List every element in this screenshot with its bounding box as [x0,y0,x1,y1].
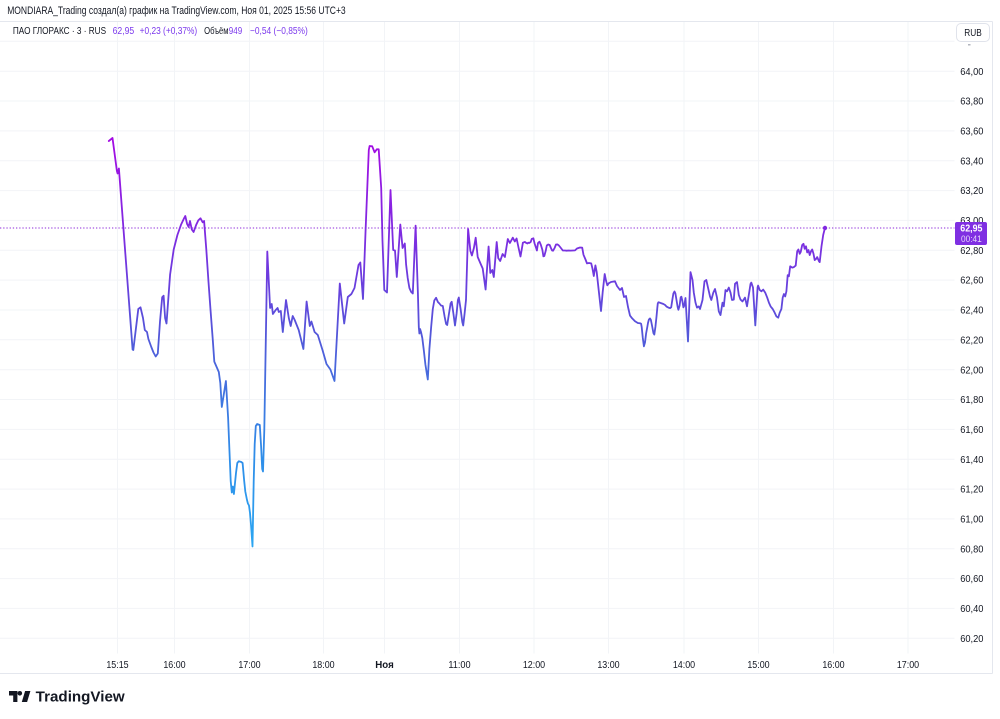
svg-text:61,20: 61,20 [960,485,984,496]
svg-text:12:00: 12:00 [523,660,546,671]
svg-text:18:00: 18:00 [312,660,335,671]
svg-text:RUB: RUB [964,28,982,39]
svg-text:Объём: Объём [204,25,229,37]
svg-text:60,60: 60,60 [960,574,984,585]
svg-text:63,20: 63,20 [960,186,984,197]
svg-text:63,60: 63,60 [960,127,984,138]
svg-text:+0,23 (+0,37%): +0,23 (+0,37%) [140,26,198,37]
svg-text:949: 949 [229,26,243,37]
svg-text:63,40: 63,40 [960,156,984,167]
svg-text:11:00: 11:00 [448,660,471,671]
svg-text:−0,54 (−0,85%): −0,54 (−0,85%) [250,26,308,37]
svg-text:16:00: 16:00 [822,660,845,671]
svg-text:17:00: 17:00 [238,660,261,671]
svg-text:64,00: 64,00 [960,67,984,78]
svg-text:62,95: 62,95 [960,224,983,235]
svg-text:62,95: 62,95 [113,26,135,37]
svg-text:14:00: 14:00 [673,660,696,671]
svg-text:61,00: 61,00 [960,515,984,526]
svg-text:17:00: 17:00 [897,660,920,671]
svg-text:61,60: 61,60 [960,425,984,436]
svg-text:61,80: 61,80 [960,395,984,406]
svg-text:16:00: 16:00 [163,660,186,671]
svg-text:60,20: 60,20 [960,634,984,645]
svg-text:62,80: 62,80 [960,246,984,257]
svg-text:15:00: 15:00 [747,660,770,671]
svg-text:63,80: 63,80 [960,97,984,108]
svg-text:Ноя: Ноя [375,660,394,671]
svg-text:15:15: 15:15 [106,660,129,671]
svg-text:62,40: 62,40 [960,306,984,317]
svg-text:60,80: 60,80 [960,544,984,555]
svg-text:ПАО ГЛОРАКС · 3 · RUS: ПАО ГЛОРАКС · 3 · RUS [13,26,106,37]
svg-text:MONDIARA_Trading создал(а) гра: MONDIARA_Trading создал(а) график на Tra… [7,5,346,17]
svg-text:TradingView: TradingView [36,690,126,706]
svg-text:62,00: 62,00 [960,365,984,376]
svg-text:63,00: 63,00 [960,216,984,227]
svg-text:13:00: 13:00 [597,660,620,671]
svg-text:00:41: 00:41 [961,234,982,245]
svg-text:62,20: 62,20 [960,335,984,346]
svg-text:62,60: 62,60 [960,276,984,287]
svg-text:61,40: 61,40 [960,455,984,466]
svg-text:60,40: 60,40 [960,604,984,615]
